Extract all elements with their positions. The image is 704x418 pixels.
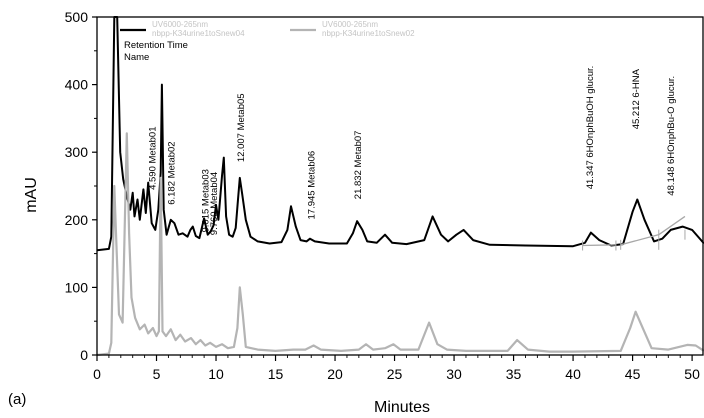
x-tick-label: 0 xyxy=(93,366,101,382)
legend-entry-label: UV6000-265nm xyxy=(152,20,208,29)
peak-label: 48.148 6HOnphBu-O glucur. xyxy=(666,76,677,196)
x-tick-label: 25 xyxy=(387,366,403,382)
legend-note: Name xyxy=(124,52,149,63)
peak-label: 4.590 Metab01 xyxy=(148,127,159,190)
legend-entry-sample: nbpp-K34urine1toSnew02 xyxy=(322,29,415,38)
x-tick-label: 5 xyxy=(153,366,161,382)
x-axis-title: Minutes xyxy=(374,399,430,416)
integration-baseline-layer xyxy=(582,215,686,251)
x-tick-label: 45 xyxy=(625,366,641,382)
x-tick-label: 20 xyxy=(327,366,343,382)
series-line-2 xyxy=(96,132,704,357)
y-tick-label: 200 xyxy=(65,212,89,228)
peak-label: 9.015 Metab03 xyxy=(200,169,211,232)
legend-note: Retention Time xyxy=(124,40,188,51)
legend-entry-label: UV6000-265nm xyxy=(322,20,378,29)
y-tick-label: 0 xyxy=(80,347,88,363)
x-tick-label: 15 xyxy=(268,366,284,382)
x-tick-label: 40 xyxy=(565,366,581,382)
panel-label: (a) xyxy=(8,391,26,408)
series-layer xyxy=(96,16,704,357)
peak-label: 41.347 6HOnphBuOH glucur. xyxy=(585,66,596,190)
y-tick-label: 400 xyxy=(65,77,89,93)
peak-label: 9.760 Metab04 xyxy=(209,172,220,235)
x-tick-label: 10 xyxy=(208,366,224,382)
x-tick-label: 30 xyxy=(446,366,462,382)
y-tick-label: 100 xyxy=(65,279,89,295)
y-axis-title: mAU xyxy=(23,177,40,213)
peak-label: 12.007 Metab05 xyxy=(236,93,247,162)
peak-label: 21.832 Metab07 xyxy=(353,131,364,200)
peak-label: 45.212 6-HNA xyxy=(631,68,642,129)
peak-label-layer: 4.590 Metab01 6.182 Metab02 9.015 Metab039… xyxy=(148,66,677,235)
legend-entry-sample: nbpp-K34urine1toSnew04 xyxy=(152,29,245,38)
x-tick-label: 50 xyxy=(684,366,700,382)
peak-label: 6.182 Metab02 xyxy=(167,141,178,204)
peak-label: 17.945 Metab06 xyxy=(307,151,318,220)
y-tick-label: 500 xyxy=(65,9,89,25)
baseline-segment xyxy=(620,234,659,246)
series-line-1 xyxy=(96,16,704,252)
legend: UV6000-265nmnbpp-K34urine1toSnew04UV6000… xyxy=(120,20,415,63)
baseline-segment xyxy=(582,244,616,247)
baseline-segment xyxy=(658,215,686,236)
plot-frame xyxy=(96,16,704,356)
axes: 0 100 200 300 400 500 0 5 10 15 20 25 30 35 40 45 50 xyxy=(65,9,704,382)
x-tick-label: 35 xyxy=(506,366,522,382)
y-tick-label: 300 xyxy=(65,144,89,160)
